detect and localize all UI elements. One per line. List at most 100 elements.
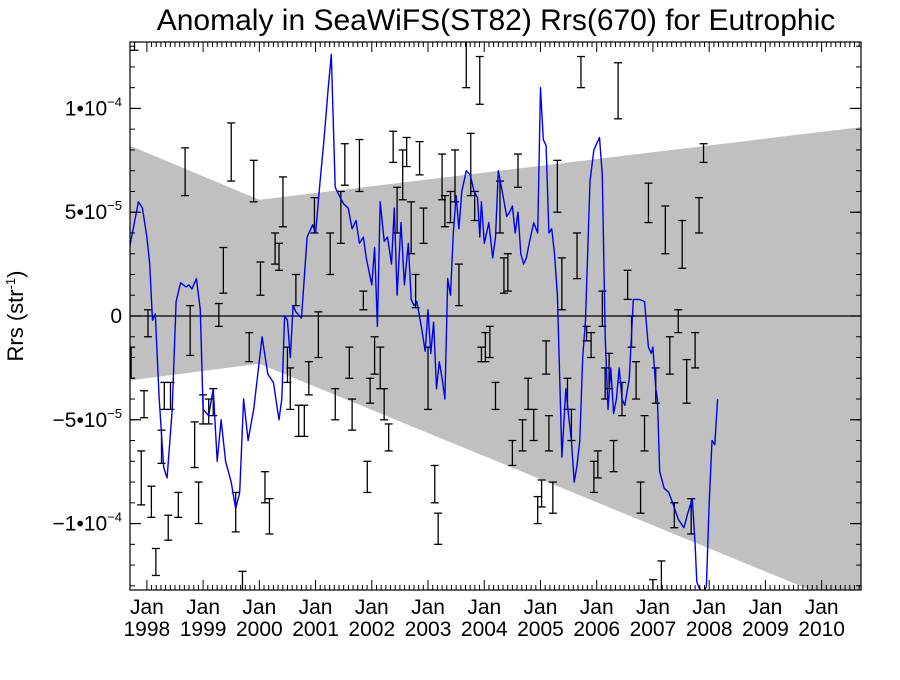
error-bar	[345, 346, 354, 379]
chart-title: Anomaly in SeaWiFS(ST82) Rrs(670) for Eu…	[157, 4, 836, 37]
x-tick-year: 2006	[573, 618, 620, 641]
y-tick-label-base: −1•10	[53, 513, 108, 536]
error-bar	[537, 479, 546, 508]
x-tick-month: Jan	[524, 596, 558, 619]
error-bar	[644, 182, 653, 224]
error-bar	[695, 197, 704, 234]
x-tick-month: Jan	[580, 596, 614, 619]
error-bar	[164, 514, 173, 541]
y-axis-label-close: )	[3, 271, 28, 278]
error-bar	[481, 331, 490, 363]
y-tick-label-base: 1•10	[65, 97, 107, 120]
error-bar	[466, 132, 475, 197]
anomaly-line	[130, 53, 719, 590]
y-tick-label: 1•10−4	[65, 94, 122, 120]
error-bar	[533, 495, 542, 525]
error-bar	[359, 290, 368, 311]
error-bar	[238, 570, 247, 590]
error-bar	[513, 153, 522, 188]
y-tick-label-base: −5•10	[53, 409, 108, 432]
x-tick-month: Jan	[355, 596, 389, 619]
x-tick-year: 2009	[742, 618, 789, 641]
error-bar	[249, 159, 258, 203]
error-bar	[190, 421, 199, 469]
y-tick-label-exponent: −5	[107, 198, 122, 213]
error-bar	[503, 253, 512, 292]
y-tick-label: −1•10−4	[53, 510, 122, 536]
error-bar	[475, 55, 484, 105]
error-bar	[384, 423, 393, 452]
error-bar	[682, 358, 691, 404]
error-bar	[137, 450, 146, 506]
error-bar	[181, 147, 190, 197]
error-bar	[589, 460, 598, 494]
error-bar	[348, 398, 357, 431]
x-tick-year: 2004	[461, 618, 508, 641]
y-tick-label: −5•10−5	[53, 406, 122, 432]
uncertainty-band-group	[130, 127, 861, 590]
x-tick-month: Jan	[636, 596, 670, 619]
error-bar	[245, 331, 254, 363]
x-tick-month: Jan	[411, 596, 445, 619]
x-tick-month: Jan	[186, 596, 220, 619]
error-bar	[160, 381, 169, 411]
error-bar	[294, 404, 303, 438]
x-tick-year: 2000	[236, 618, 283, 641]
x-tick-month: Jan	[130, 596, 164, 619]
error-bar	[499, 257, 508, 294]
error-bar	[548, 481, 557, 514]
error-bar	[678, 219, 687, 269]
x-tick-month: Jan	[692, 596, 726, 619]
y-axis-label: Rrs (str-1)	[3, 271, 28, 362]
error-bar	[440, 194, 449, 228]
error-bar	[415, 140, 424, 176]
error-bar	[454, 263, 463, 307]
x-tick-month: Jan	[299, 596, 333, 619]
error-bar	[300, 404, 309, 438]
error-bar	[219, 246, 228, 294]
y-tick-label-base: 5•10	[65, 201, 107, 224]
y-tick-label-exponent: −5	[107, 406, 122, 421]
error-bar	[636, 481, 645, 514]
x-tick-year: 2003	[405, 618, 452, 641]
y-tick-label-exponent: −4	[107, 94, 122, 109]
error-bar	[699, 143, 708, 164]
error-bar	[147, 485, 156, 518]
error-bar	[286, 367, 295, 411]
y-axis-label-text: Rrs (str	[3, 289, 28, 361]
error-bar	[174, 491, 183, 518]
error-bar	[271, 232, 280, 265]
error-bar	[419, 207, 428, 244]
y-tick-label-exponent: −4	[107, 510, 122, 525]
error-bar	[609, 439, 618, 473]
error-bar	[446, 190, 455, 224]
error-bar	[389, 130, 398, 164]
error-bar	[632, 361, 641, 400]
x-tick-month: Jan	[805, 596, 839, 619]
error-bar	[462, 42, 471, 89]
error-bar	[529, 408, 538, 442]
error-bar	[665, 336, 674, 375]
error-bar	[143, 309, 152, 338]
y-tick-label: 0	[110, 305, 122, 328]
error-bar	[304, 361, 313, 396]
error-bar	[691, 331, 700, 369]
error-bar	[331, 388, 340, 421]
error-bar	[366, 377, 375, 404]
x-tick-year: 2005	[517, 618, 564, 641]
error-bar	[398, 149, 407, 201]
error-bar	[265, 498, 274, 535]
error-bar	[275, 242, 284, 271]
error-bar	[151, 547, 160, 577]
error-bar	[130, 42, 139, 51]
error-bar	[355, 138, 364, 193]
error-bar	[340, 143, 349, 186]
x-tick-month: Jan	[242, 596, 276, 619]
error-bar	[363, 460, 372, 494]
error-bar	[278, 176, 287, 228]
error-bar	[623, 269, 632, 301]
x-ticks-group: Jan1998Jan1999Jan2000Jan2001Jan2002Jan20…	[124, 42, 860, 641]
error-bar	[593, 450, 602, 479]
error-bar	[557, 257, 566, 311]
